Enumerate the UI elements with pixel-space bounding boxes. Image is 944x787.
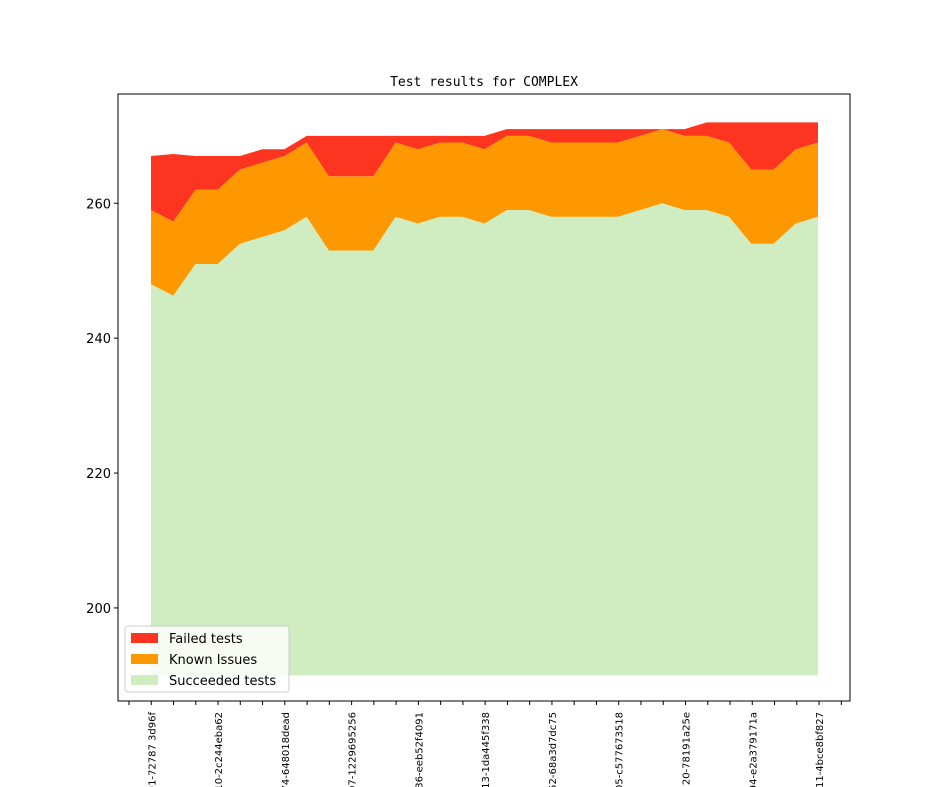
y-tick-label: 220: [86, 467, 111, 482]
y-tick-label: 240: [86, 332, 111, 347]
x-axis: 91-72787 3d96f 10-2c244eba62 74-648018dead…: [128, 701, 842, 787]
x-tick-label: 05-c577673518: [615, 712, 626, 787]
legend-swatch-failed-tests: [131, 633, 158, 643]
legend: Failed tests Known Issues Succeeded tests: [124, 625, 290, 693]
y-tick-label: 200: [86, 602, 111, 617]
legend-label-succeeded-tests: Succeeded tests: [169, 674, 276, 689]
legend-label-failed-tests: Failed tests: [169, 632, 243, 647]
area-known-issues: [151, 129, 818, 296]
x-tick-label: 20-78191a25e: [682, 712, 693, 785]
y-axis: 200 220 240 260: [86, 197, 118, 617]
area-series-group: [151, 122, 818, 676]
x-tick-label: 94-e2a379171a: [748, 712, 759, 787]
legend-swatch-succeeded-tests: [131, 675, 158, 685]
chart-title: Test results for COMPLEX: [390, 75, 578, 90]
x-tick-label: 11-4bce8bf827: [815, 712, 826, 787]
x-tick-label: 91-72787 3d96f: [147, 712, 158, 787]
x-tick-label: 13-1da445f338: [481, 712, 492, 787]
x-tick-label: 36-eeb52f4091: [414, 712, 425, 787]
x-tick-label: 52-68a3d7dc75: [548, 712, 559, 787]
area-failed-tests: [151, 122, 818, 222]
legend-label-known-issues: Known Issues: [169, 653, 257, 668]
x-tick-label: 10-2c244eba62: [214, 712, 225, 787]
legend-swatch-known-issues: [131, 654, 158, 664]
legend-box: [124, 625, 290, 693]
area-succeeded-tests: [151, 203, 818, 676]
x-tick-label: 07-1229695256: [348, 712, 359, 787]
plot-frame: [117, 93, 851, 702]
x-tick-label: 74-648018dead: [281, 712, 292, 787]
y-tick-label: 260: [86, 197, 111, 212]
